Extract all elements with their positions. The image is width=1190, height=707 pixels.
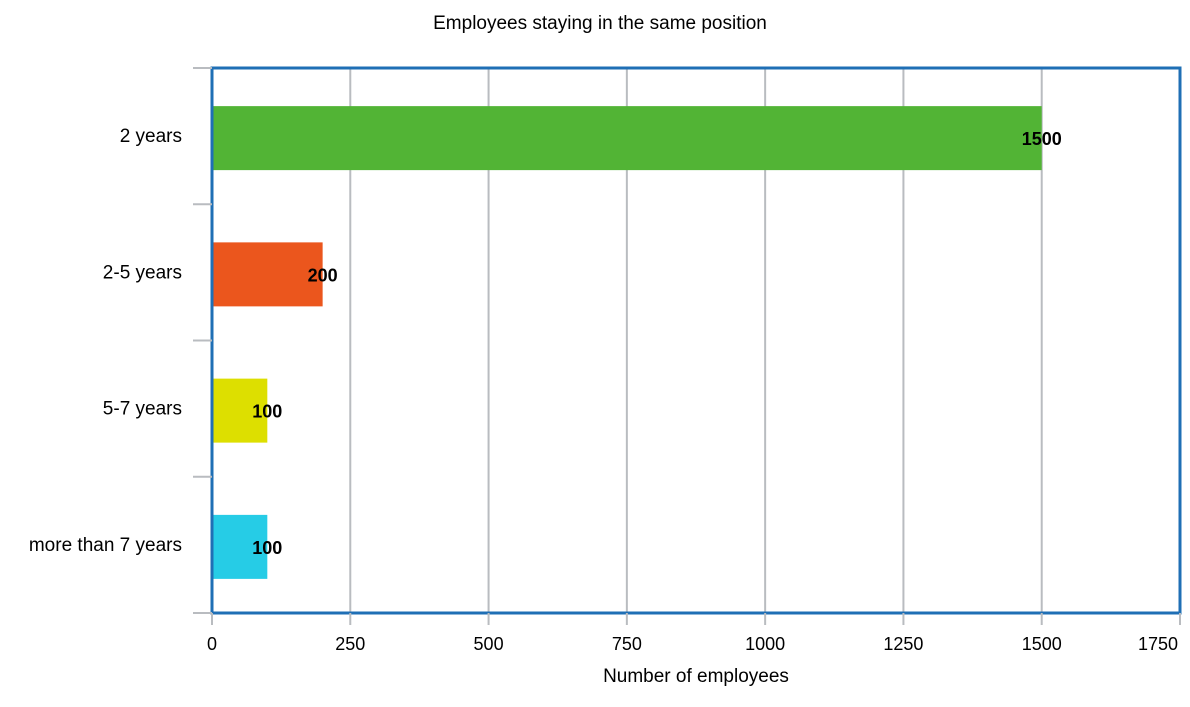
x-axis-title: Number of employees [603,666,789,687]
data-label: 1500 [1022,129,1062,149]
bars: 1500 200 100 100 [213,106,1062,579]
data-label: 100 [252,538,282,558]
data-label: 200 [308,265,338,285]
bar [213,514,268,579]
x-tick-label: 0 [207,634,217,654]
bar [213,378,268,443]
category-label: 2-5 years [103,262,182,283]
category-label: more than 7 years [29,535,182,556]
x-tick-label: 1500 [1022,634,1062,654]
data-label: 100 [252,402,282,422]
bar [213,242,323,307]
category-label: 2 years [120,126,182,147]
x-tick-label: 1000 [745,634,785,654]
x-tick-label: 500 [474,634,504,654]
x-tick-label: 1750 [1138,634,1178,654]
bar [213,106,1042,171]
x-tick-label: 750 [612,634,642,654]
chart-title: Employees staying in the same position [433,13,767,34]
axes: 2 years 2-5 years 5-7 years more than 7 yea… [29,67,1181,654]
x-tick-label: 1250 [883,634,923,654]
x-tick-label: 250 [335,634,365,654]
category-label: 5-7 years [103,399,182,420]
